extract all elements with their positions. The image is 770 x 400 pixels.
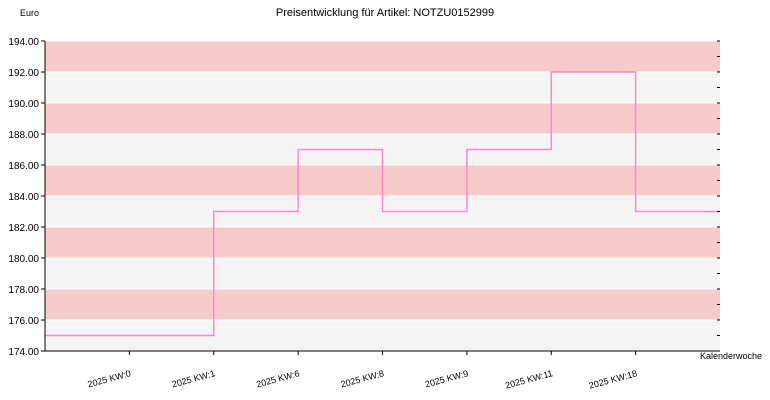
grid-band: [45, 258, 720, 289]
x-tick-label: 2025 KW:0: [86, 368, 131, 389]
grid-band: [45, 103, 720, 134]
x-tick-labels: 2025 KW:0 2025 KW:1 2025 KW:6 2025 KW:8 2025…: [86, 368, 638, 390]
y-tick-labels: 174.00 176.00 178.00 180.00 182.00 184.00 186.…: [8, 37, 39, 358]
grid-band: [45, 227, 720, 258]
x-tick-label: 2025 KW:8: [340, 368, 385, 389]
x-tick-label: 2025 KW:18: [588, 368, 638, 390]
y-tick-label: 176.00: [8, 316, 39, 327]
x-tick-label: 2025 KW:1: [171, 368, 216, 389]
x-tick-label: 2025 KW:6: [255, 368, 300, 389]
y-axis-label: Euro: [20, 8, 39, 18]
y-tick-label: 188.00: [8, 130, 39, 141]
y-tick-label: 182.00: [8, 223, 39, 234]
y-tick-label: 178.00: [8, 285, 39, 296]
y-tick-label: 194.00: [8, 37, 39, 48]
chart-title: Preisentwicklung für Artikel: NOTZU01529…: [276, 7, 494, 19]
y-tick-label: 180.00: [8, 254, 39, 265]
grid-band: [45, 289, 720, 320]
y-tick-label: 186.00: [8, 161, 39, 172]
grid-band: [45, 41, 720, 72]
x-tick-label: 2025 KW:9: [424, 368, 469, 389]
grid-band: [45, 72, 720, 103]
x-tick-label: 2025 KW:11: [504, 368, 554, 390]
x-axis-label: Kalenderwoche: [700, 351, 762, 361]
y-tick-label: 192.00: [8, 68, 39, 79]
y-tick-label: 190.00: [8, 99, 39, 110]
y-tick-label: 184.00: [8, 192, 39, 203]
axes: [41, 40, 720, 355]
y-tick-label: 174.00: [8, 347, 39, 358]
series-line: [45, 71, 720, 337]
series-layer: [45, 71, 720, 337]
